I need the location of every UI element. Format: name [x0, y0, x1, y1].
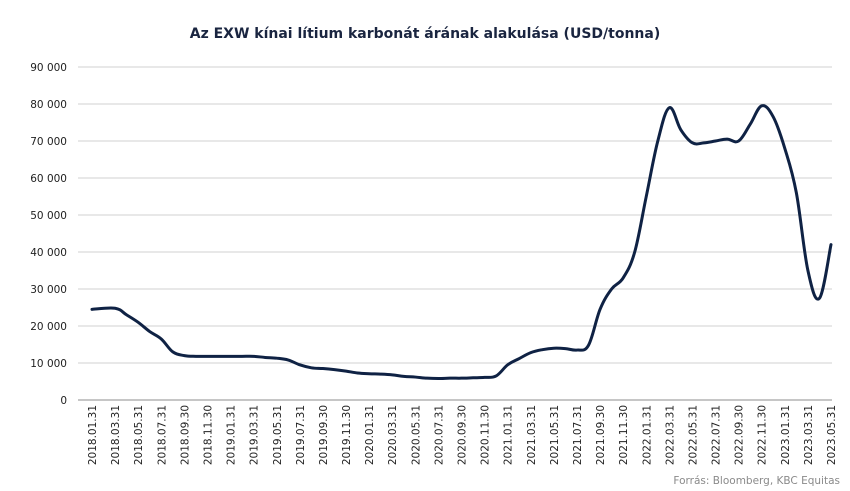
x-axis-tick-labels: 2018.01.31 2018.03.31 2018.05.31 2018.07.31… [87, 405, 838, 465]
x-tick-label: 2018.09.30 [179, 405, 191, 465]
x-tick-label: 2019.07.31 [295, 405, 307, 465]
source-note: Forrás: Bloomberg, KBC Equitas [673, 475, 840, 487]
y-tick-label: 50 000 [30, 210, 67, 222]
y-tick-label: 40 000 [30, 247, 67, 259]
x-tick-label: 2018.03.31 [110, 405, 122, 465]
x-tick-label: 2021.05.31 [549, 405, 561, 465]
series-layer [90, 104, 833, 381]
x-tick-label: 2020.03.31 [387, 405, 399, 465]
y-axis-tick-labels: 0 10 000 20 000 30 000 40 000 50 000 60 000 70 … [30, 62, 67, 407]
y-tick-label: 90 000 [30, 62, 67, 74]
x-tick-label: 2023.03.31 [803, 405, 815, 465]
x-tick-label: 2018.07.31 [156, 405, 168, 465]
x-tick-label: 2022.07.31 [711, 405, 723, 465]
x-tick-label: 2020.01.31 [364, 405, 376, 465]
x-tick-label: 2022.05.31 [687, 405, 699, 465]
x-tick-label: 2022.01.31 [641, 405, 653, 465]
y-tick-label: 70 000 [30, 136, 67, 148]
x-tick-label: 2020.09.30 [457, 405, 469, 465]
x-tick-label: 2022.09.30 [734, 405, 746, 465]
x-tick-label: 2020.07.31 [433, 405, 445, 465]
x-tick-label: 2018.05.31 [133, 405, 145, 465]
x-tick-label: 2022.11.30 [757, 405, 769, 465]
x-tick-label: 2020.11.30 [480, 405, 492, 465]
x-tick-label: 2021.11.30 [618, 405, 630, 465]
price-series-line [90, 104, 833, 381]
y-tick-label: 60 000 [30, 173, 67, 185]
x-tick-label: 2021.09.30 [595, 405, 607, 465]
x-tick-label: 2021.01.31 [503, 405, 515, 465]
chart-title: Az EXW kínai lítium karbonát árának alak… [190, 26, 660, 42]
x-tick-label: 2021.07.31 [572, 405, 584, 465]
y-tick-label: 0 [60, 395, 67, 407]
x-tick-label: 2019.09.30 [318, 405, 330, 465]
x-tick-label: 2023.05.31 [826, 405, 838, 465]
x-tick-label: 2022.03.31 [664, 405, 676, 465]
y-tick-label: 10 000 [30, 358, 67, 370]
y-tick-label: 80 000 [30, 99, 67, 111]
x-tick-label: 2021.03.31 [526, 405, 538, 465]
x-tick-label: 2023.01.31 [780, 405, 792, 465]
x-tick-label: 2018.01.31 [87, 405, 99, 465]
y-tick-label: 30 000 [30, 284, 67, 296]
x-tick-label: 2019.01.31 [226, 405, 238, 465]
x-tick-label: 2019.03.31 [249, 405, 261, 465]
x-tick-label: 2019.11.30 [341, 405, 353, 465]
x-tick-label: 2020.05.31 [410, 405, 422, 465]
x-tick-label: 2018.11.30 [202, 405, 214, 465]
gridlines [78, 66, 832, 364]
x-tick-label: 2019.05.31 [272, 405, 284, 465]
y-tick-label: 20 000 [30, 321, 67, 333]
